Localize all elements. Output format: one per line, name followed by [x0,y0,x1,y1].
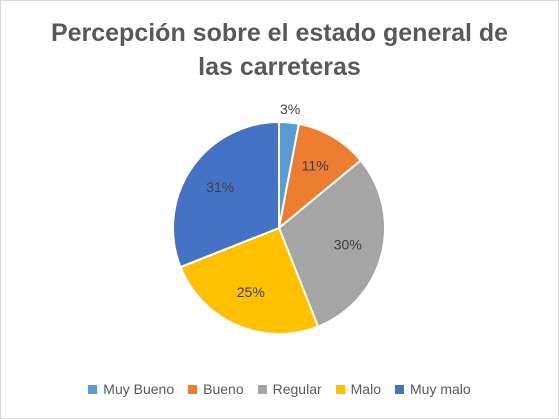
legend-item-muy-malo: Muy malo [395,381,471,397]
chart-legend: Muy Bueno Bueno Regular Malo Muy malo [1,381,558,397]
legend-swatch-malo [335,384,345,394]
legend-swatch-bueno [188,384,198,394]
legend-swatch-muy-bueno [88,384,98,394]
legend-item-muy-bueno: Muy Bueno [88,381,174,397]
data-label-malo: 25% [237,284,265,300]
legend-label-bueno: Bueno [203,381,244,397]
data-label-bueno: 11% [302,158,329,174]
legend-label-muy-malo: Muy malo [410,381,471,397]
pie-slice-bueno [277,122,363,231]
legend-label-regular: Regular [272,381,322,397]
data-label-muy-malo: 31% [206,179,234,195]
legend-label-muy-bueno: Muy Bueno [103,381,175,397]
legend-item-malo: Malo [335,381,381,397]
data-label-muy-bueno: 3% [280,101,300,117]
chart-title: Percepción sobre el estado general de la… [1,16,558,84]
pie-slice-malo [179,226,320,335]
data-label-regular: 30% [334,236,362,252]
legend-item-bueno: Bueno [188,381,244,397]
pie-slice-muy-malo [172,120,280,269]
legend-swatch-muy-malo [395,384,404,394]
chart-title-line-2: las carreteras [198,53,361,81]
pie-slice-regular [277,159,386,328]
chart-title-line-1: Percepción sobre el estado general de [50,19,509,47]
legend-swatch-regular [257,384,267,394]
legend-label-malo: Malo [350,381,381,397]
legend-item-regular: Regular [257,381,322,397]
